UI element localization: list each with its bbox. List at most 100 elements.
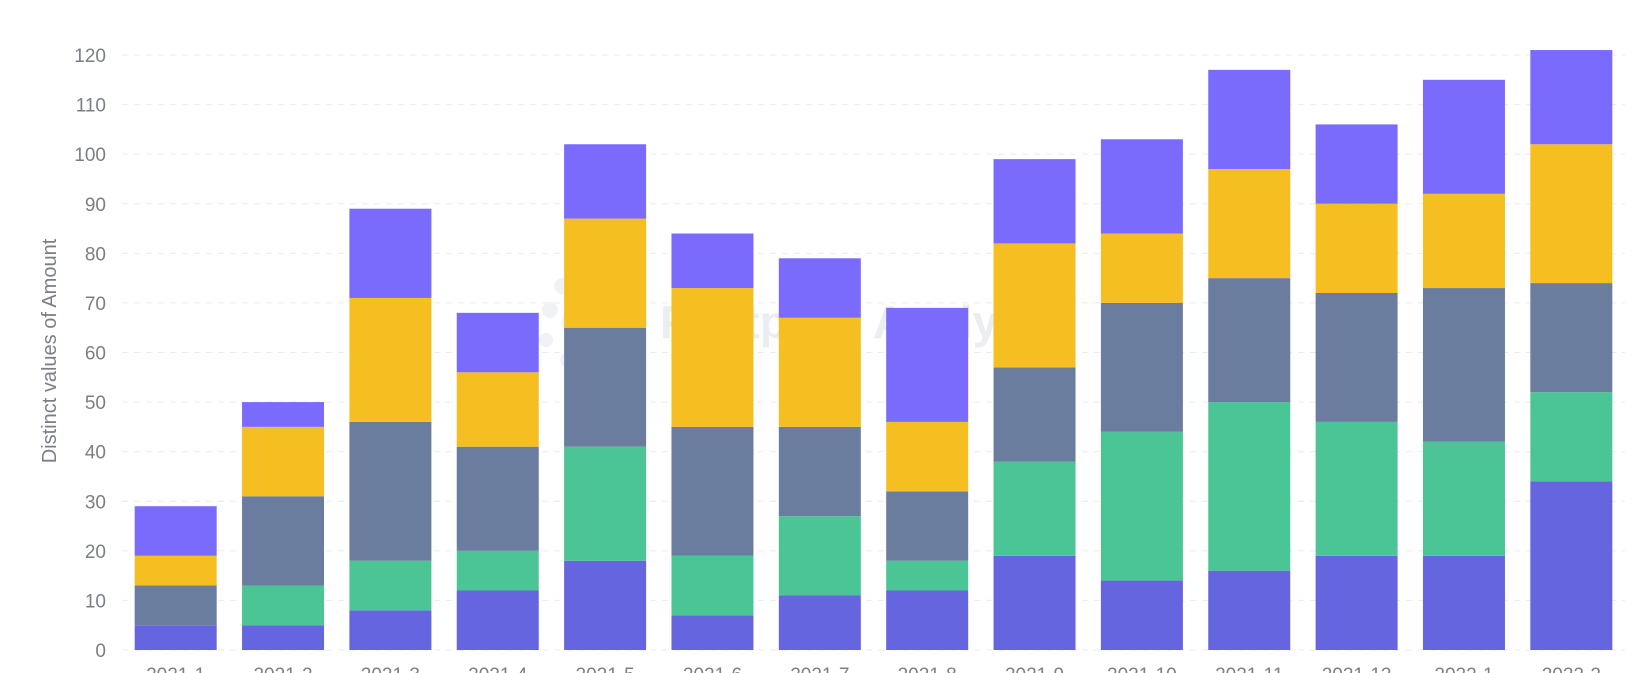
y-axis-ticks: 0 10 20 30 40 50 60 70 80 90 100 110 120 xyxy=(74,46,106,662)
bar-segment[interactable] xyxy=(1208,169,1291,279)
bar-segment[interactable] xyxy=(1530,392,1613,482)
bar-segment[interactable] xyxy=(778,516,861,596)
bar-segment[interactable] xyxy=(1530,283,1613,393)
bar-segment[interactable] xyxy=(1208,278,1291,403)
x-tick-label: 2021-11 xyxy=(1215,665,1283,673)
bar-segment[interactable] xyxy=(1422,193,1505,289)
bar-segment[interactable] xyxy=(671,555,754,616)
x-tick-label: 2021-8 xyxy=(898,665,957,673)
y-tick-label: 30 xyxy=(85,492,106,513)
bar-segment[interactable] xyxy=(242,426,325,497)
y-tick-label: 50 xyxy=(85,393,106,414)
bar-segment[interactable] xyxy=(886,491,969,561)
bar-segment[interactable] xyxy=(1422,288,1505,442)
y-tick-label: 10 xyxy=(85,591,106,612)
bar-segment[interactable] xyxy=(134,555,217,586)
bar-segment[interactable] xyxy=(564,560,647,650)
y-tick-label: 70 xyxy=(85,294,106,315)
bar-segment[interactable] xyxy=(134,506,217,556)
x-tick-label: 2021-1 xyxy=(146,665,205,673)
x-axis-ticks: 2021-1 2021-2 2021-3 2021-4 2021-5 2021-6 2021… xyxy=(146,665,1601,673)
bar-segment[interactable] xyxy=(349,208,432,298)
bar-segment[interactable] xyxy=(993,243,1076,368)
bar-segment[interactable] xyxy=(1315,293,1398,422)
bar-segment[interactable] xyxy=(349,560,432,611)
bar-segment[interactable] xyxy=(564,327,647,447)
bar-segment[interactable] xyxy=(564,446,647,561)
bar-segment[interactable] xyxy=(1315,421,1398,556)
y-tick-label: 20 xyxy=(85,542,106,563)
bar-segment[interactable] xyxy=(1100,139,1183,234)
x-tick-label: 2021-4 xyxy=(468,665,528,673)
bar-segment[interactable] xyxy=(886,590,969,651)
bar-segment[interactable] xyxy=(671,426,754,556)
y-tick-label: 120 xyxy=(74,46,106,67)
bar-segment[interactable] xyxy=(886,307,969,422)
bar-segment[interactable] xyxy=(1530,50,1613,145)
bar-segment[interactable] xyxy=(778,317,861,427)
bar-segment[interactable] xyxy=(349,610,432,650)
x-tick-label: 2021-10 xyxy=(1107,665,1177,673)
bar-segment[interactable] xyxy=(1100,431,1183,581)
bar-segment[interactable] xyxy=(456,372,539,447)
bar-segment[interactable] xyxy=(778,595,861,650)
bar-segment[interactable] xyxy=(242,585,325,626)
bar-segment[interactable] xyxy=(1422,441,1505,556)
bar-segment[interactable] xyxy=(242,625,325,650)
y-tick-label: 110 xyxy=(76,96,106,117)
x-tick-label: 2021-9 xyxy=(1005,665,1064,673)
bar-segment[interactable] xyxy=(349,421,432,561)
bar-segment[interactable] xyxy=(564,144,647,219)
bar-segment[interactable] xyxy=(993,555,1076,650)
y-tick-label: 0 xyxy=(95,641,106,662)
bar-segment[interactable] xyxy=(1100,233,1183,303)
bar-segment[interactable] xyxy=(1315,203,1398,293)
bar-segment[interactable] xyxy=(1422,79,1505,194)
bar-segment[interactable] xyxy=(886,560,969,591)
x-tick-label: 2021-6 xyxy=(683,665,742,673)
bar-segment[interactable] xyxy=(993,367,1076,462)
bar-segment[interactable] xyxy=(1315,555,1398,650)
bar-segment[interactable] xyxy=(242,496,325,586)
bar-segment[interactable] xyxy=(1422,555,1505,650)
bar-segment[interactable] xyxy=(1530,481,1613,650)
bar-segment[interactable] xyxy=(778,258,861,318)
bar-segment[interactable] xyxy=(778,426,861,517)
x-tick-label: 2021-7 xyxy=(790,665,849,673)
bar-segment[interactable] xyxy=(1315,124,1398,204)
bar-segment[interactable] xyxy=(993,461,1076,556)
bar-segment[interactable] xyxy=(671,615,754,650)
bar-segment[interactable] xyxy=(1208,402,1291,571)
x-tick-label: 2022-2 xyxy=(1542,665,1601,673)
y-tick-label: 80 xyxy=(85,244,106,265)
grid-lines xyxy=(122,54,1625,651)
bar-segment[interactable] xyxy=(564,218,647,328)
bar-segment[interactable] xyxy=(134,625,217,650)
x-tick-label: 2022-1 xyxy=(1434,665,1493,673)
bar-segment[interactable] xyxy=(456,312,539,373)
bar-segment[interactable] xyxy=(1100,302,1183,432)
bar-segment[interactable] xyxy=(671,288,754,427)
y-tick-label: 40 xyxy=(85,443,106,464)
bar-segment[interactable] xyxy=(1100,580,1183,650)
bar-segment[interactable] xyxy=(1530,144,1613,284)
bar-segment[interactable] xyxy=(993,159,1076,244)
bar-segment[interactable] xyxy=(456,550,539,591)
y-axis-label: Distinct values of Amount xyxy=(39,238,61,463)
bars xyxy=(134,50,1613,651)
bar-segment[interactable] xyxy=(134,585,217,626)
bar-segment[interactable] xyxy=(242,402,325,427)
bar-segment[interactable] xyxy=(456,446,539,551)
y-tick-label: 60 xyxy=(85,344,106,365)
bar-segment[interactable] xyxy=(1208,69,1291,170)
bar-segment[interactable] xyxy=(1208,570,1291,650)
y-tick-label: 100 xyxy=(74,145,106,166)
bar-segment[interactable] xyxy=(886,421,969,492)
bar-segment[interactable] xyxy=(349,297,432,422)
y-tick-label: 90 xyxy=(85,195,106,216)
bar-segment[interactable] xyxy=(671,233,754,289)
bar-segment[interactable] xyxy=(456,590,539,651)
x-tick-label: 2021-12 xyxy=(1322,665,1392,673)
